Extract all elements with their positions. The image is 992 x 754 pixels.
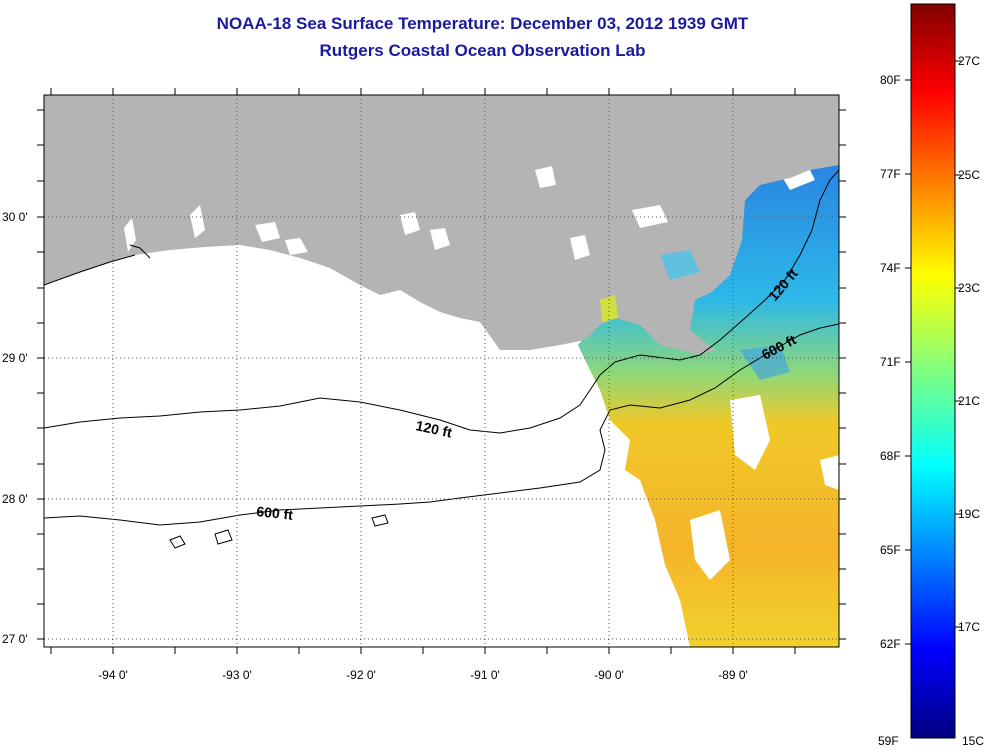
sst-swath [560, 150, 839, 647]
colorbar-f-label: 68F [880, 449, 901, 463]
map-title: NOAA-18 Sea Surface Temperature: Decembe… [216, 14, 749, 33]
colorbar [910, 3, 956, 739]
colorbar-f-label: 65F [880, 543, 901, 557]
map-frame [43, 94, 840, 648]
lon-label: -94 0' [98, 668, 128, 682]
contour-600ft-line [44, 323, 839, 526]
colorbar-f-label: 59F [878, 734, 899, 748]
colorbar-f-label: 74F [880, 261, 901, 275]
lon-label: -93 0' [222, 668, 252, 682]
lon-label: -92 0' [346, 668, 376, 682]
colorbar-c-label: 25C [958, 168, 980, 182]
land-mass [44, 95, 839, 355]
colorbar-f-label: 77F [880, 167, 901, 181]
colorbar-c-label: 19C [958, 507, 980, 521]
colorbar-c-label: 23C [958, 281, 980, 295]
colorbar-f-label: 80F [880, 73, 901, 87]
graticule [44, 95, 839, 647]
lat-label: 28 0' [2, 492, 28, 506]
colorbar-c-label: 27C [958, 54, 980, 68]
lon-label: -89 0' [718, 668, 748, 682]
colorbar-f-label: 62F [880, 637, 901, 651]
lon-label: -91 0' [470, 668, 500, 682]
contour-label-600ft-west: 600 ft [256, 503, 294, 523]
contour-120ft-line [44, 169, 839, 434]
lat-label: 27 0' [2, 632, 28, 646]
lat-label: 29 0' [2, 351, 28, 365]
colorbar-f-label: 71F [880, 355, 901, 369]
map-subtitle: Rutgers Coastal Ocean Observation Lab [319, 41, 646, 60]
colorbar-c-label: 15C [962, 734, 984, 748]
lat-label: 30 0' [2, 210, 28, 224]
colorbar-c-label: 21C [958, 394, 980, 408]
colorbar-c-label: 17C [958, 620, 980, 634]
contour-label-120ft-west: 120 ft [414, 417, 453, 440]
lon-label: -90 0' [594, 668, 624, 682]
